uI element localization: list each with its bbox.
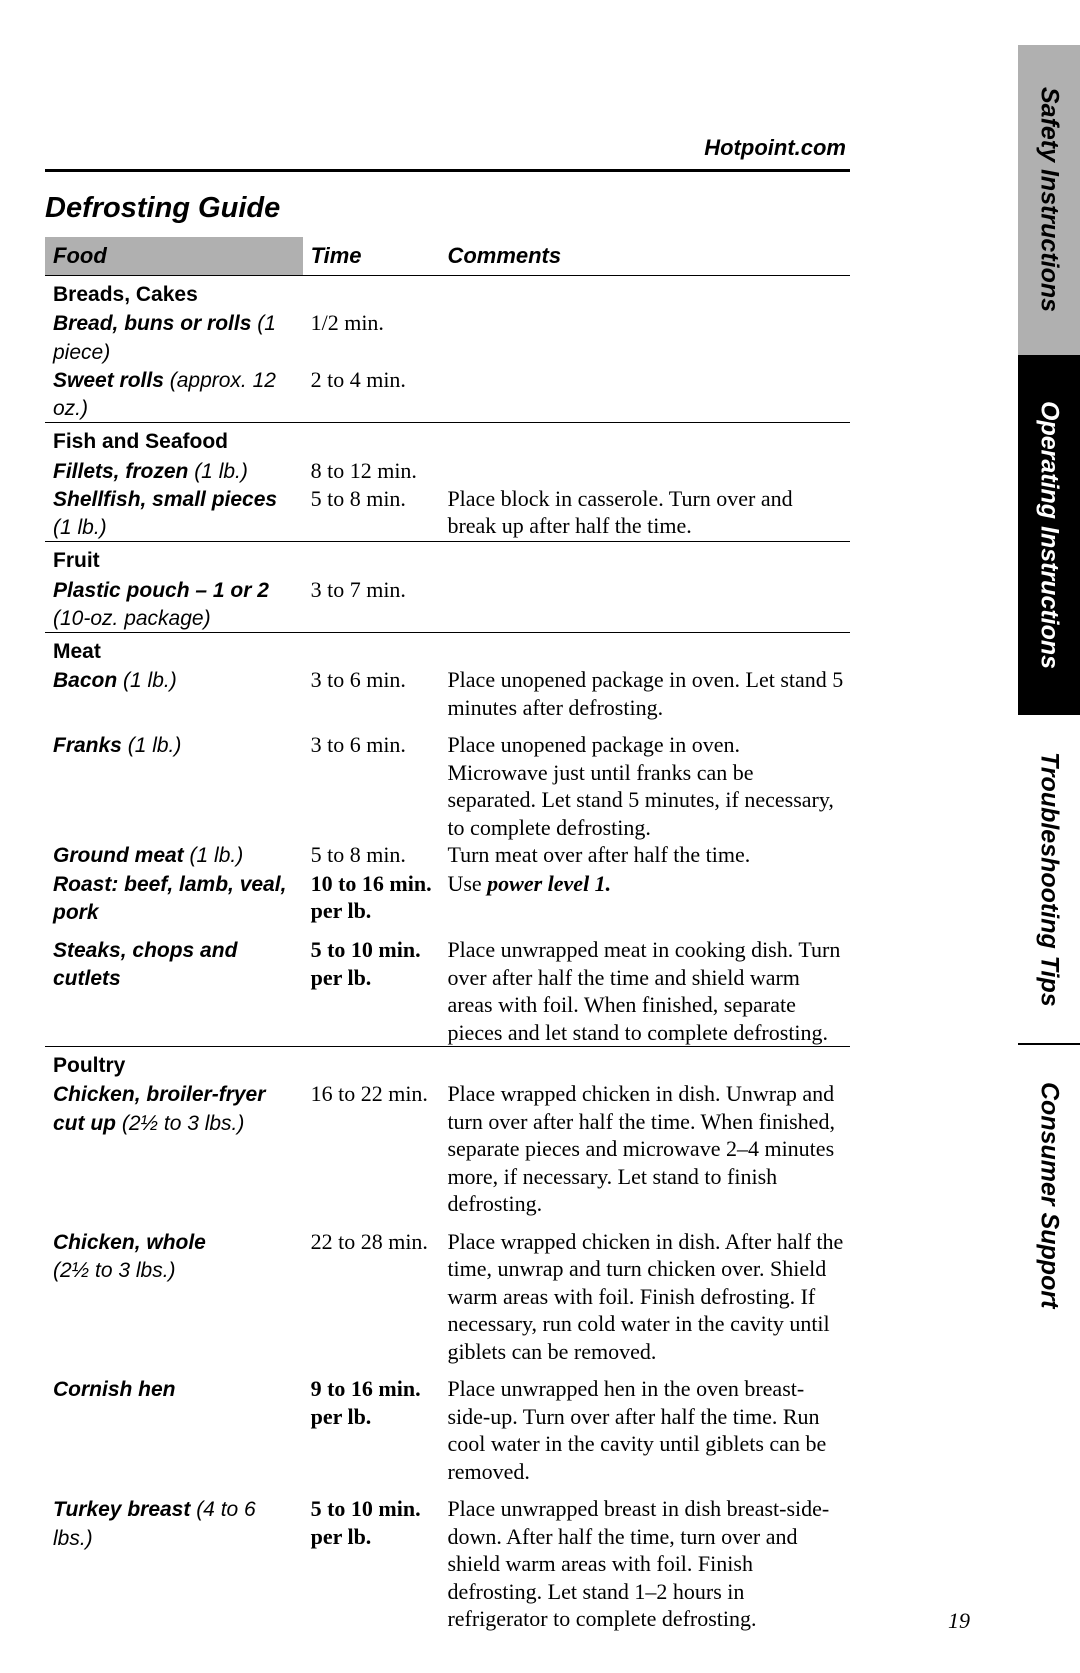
side-tabs: Safety Instructions Operating Instructio…: [1018, 45, 1080, 1345]
category-label: Fish and Seafood: [53, 430, 228, 453]
item-name: cut up: [53, 1112, 116, 1135]
table-row: Bread, buns or rolls (1 piece) 1/2 min.: [45, 309, 850, 366]
table-row: Sweet rolls (approx. 12 oz.) 2 to 4 min.: [45, 366, 850, 423]
item-name: Franks: [53, 734, 122, 757]
comment-text: Place wrapped chicken in dish. After hal…: [439, 1218, 850, 1366]
time-value: 5 to 8 min.: [303, 841, 440, 869]
table-row: Ground meat (1 lb.) 5 to 8 min. Turn mea…: [45, 841, 850, 869]
item-name: Cornish hen: [53, 1378, 176, 1401]
tab-support[interactable]: Consumer Support: [1018, 1045, 1080, 1345]
time-value: 3 to 6 min.: [303, 721, 440, 841]
comment-text: Place unwrapped breast in dish breast-si…: [439, 1485, 850, 1633]
title-rule: [45, 169, 850, 172]
time-value: 3 to 6 min.: [303, 666, 440, 721]
time-value: 5 to 10 min.: [311, 1496, 421, 1521]
item-name: Bread, buns or rolls: [53, 312, 251, 335]
time-value: 22 to 28 min.: [303, 1218, 440, 1366]
item-note: (2½ to 3 lbs.): [53, 1259, 176, 1282]
item-name: Sweet rolls: [53, 369, 164, 392]
item-name: Steaks, chops and cutlets: [53, 939, 237, 990]
table-row: Fillets, frozen (1 lb.) 8 to 12 min.: [45, 457, 850, 485]
item-note: (1 lb.): [122, 734, 182, 757]
comment-text: Place wrapped chicken in dish. Unwrap an…: [439, 1080, 850, 1218]
page-title: Defrosting Guide: [45, 192, 850, 225]
table-row: Fish and Seafood: [45, 423, 850, 457]
time-value: 5 to 8 min.: [303, 485, 440, 542]
table-row: (10-oz. package): [45, 604, 850, 633]
col-time: Time: [303, 237, 440, 276]
time-value: 16 to 22 min.: [303, 1080, 440, 1218]
time-value: 2 to 4 min.: [303, 366, 440, 423]
time-value: 8 to 12 min.: [303, 457, 440, 485]
table-row: Meat: [45, 633, 850, 667]
power-level: power level 1.: [487, 871, 611, 896]
table-row: Turkey breast (4 to 6 lbs.) 5 to 10 min.…: [45, 1485, 850, 1633]
tab-safety[interactable]: Safety Instructions: [1018, 45, 1080, 355]
item-name: Roast: beef, lamb, veal, pork: [53, 873, 286, 924]
time-value: 1/2 min.: [303, 309, 440, 366]
comment-text: Place unopened package in oven. Microwav…: [439, 721, 850, 841]
category-label: Fruit: [53, 549, 100, 572]
category-label: Breads, Cakes: [53, 283, 198, 306]
page-content: Hotpoint.com Defrosting Guide Food Time …: [0, 0, 960, 1673]
item-note: (2½ to 3 lbs.): [116, 1112, 244, 1135]
item-name: Shellfish, small pieces: [53, 488, 277, 511]
table-row: Poultry: [45, 1047, 850, 1081]
item-note: (1 lb.): [188, 460, 248, 483]
item-name: Bacon: [53, 669, 117, 692]
page-number: 19: [948, 1608, 970, 1634]
time-value: 9 to 16 min.: [311, 1376, 421, 1401]
category-label: Poultry: [53, 1054, 125, 1077]
category-label: Meat: [53, 640, 101, 663]
time-value: per lb.: [311, 1404, 372, 1429]
comment-text: Place unwrapped meat in cooking dish. Tu…: [439, 926, 850, 1047]
col-comments: Comments: [439, 237, 850, 276]
table-row: Bacon (1 lb.) 3 to 6 min. Place unopened…: [45, 666, 850, 721]
item-note: (1 lb.): [184, 844, 244, 867]
comment-text: Turn meat over after half the time.: [439, 841, 850, 869]
table-row: Shellfish, small pieces (1 lb.) 5 to 8 m…: [45, 485, 850, 542]
table-row: Fruit: [45, 542, 850, 576]
tab-troubleshooting[interactable]: Troubleshooting Tips: [1018, 715, 1080, 1045]
item-note: (10-oz. package): [53, 607, 211, 630]
comment-text: Place unopened package in oven. Let stan…: [439, 666, 850, 721]
item-name: Chicken, broiler-fryer: [53, 1083, 265, 1106]
table-row: Chicken, whole (2½ to 3 lbs.) 22 to 28 mi…: [45, 1218, 850, 1366]
table-row: Franks (1 lb.) 3 to 6 min. Place unopene…: [45, 721, 850, 841]
table-row: Roast: beef, lamb, veal, pork 10 to 16 m…: [45, 870, 850, 927]
item-name: Chicken, whole: [53, 1231, 206, 1254]
time-value: per lb.: [311, 898, 372, 923]
item-name: Ground meat: [53, 844, 184, 867]
table-row: Chicken, broiler-fryer cut up (2½ to 3 lb…: [45, 1080, 850, 1218]
table-row: Breads, Cakes: [45, 276, 850, 310]
time-value: per lb.: [311, 1524, 372, 1549]
table-row: Plastic pouch – 1 or 2 3 to 7 min.: [45, 576, 850, 604]
item-name: Plastic pouch – 1 or 2: [53, 579, 269, 602]
item-name: Turkey breast: [53, 1498, 190, 1521]
comment-text: Place block in casserole. Turn over and …: [439, 485, 850, 542]
time-value: 5 to 10 min.: [311, 937, 421, 962]
item-note: (1 lb.): [117, 669, 177, 692]
website-url: Hotpoint.com: [45, 135, 850, 161]
item-name: Fillets, frozen: [53, 460, 188, 483]
time-value: per lb.: [311, 965, 372, 990]
comment-text: Place unwrapped hen in the oven breast-s…: [439, 1365, 850, 1485]
table-row: Cornish hen 9 to 16 min. per lb. Place un…: [45, 1365, 850, 1485]
table-row: Steaks, chops and cutlets 5 to 10 min. pe…: [45, 926, 850, 1047]
time-value: 3 to 7 min.: [303, 576, 440, 604]
item-note: (1 lb.): [53, 516, 107, 539]
tab-operating[interactable]: Operating Instructions: [1018, 355, 1080, 715]
time-value: 10 to 16 min.: [311, 871, 432, 896]
table-header-row: Food Time Comments: [45, 237, 850, 276]
comment-text: Use: [447, 871, 487, 896]
col-food: Food: [45, 237, 303, 276]
defrosting-table: Food Time Comments Breads, Cakes Bread, …: [45, 237, 850, 1633]
